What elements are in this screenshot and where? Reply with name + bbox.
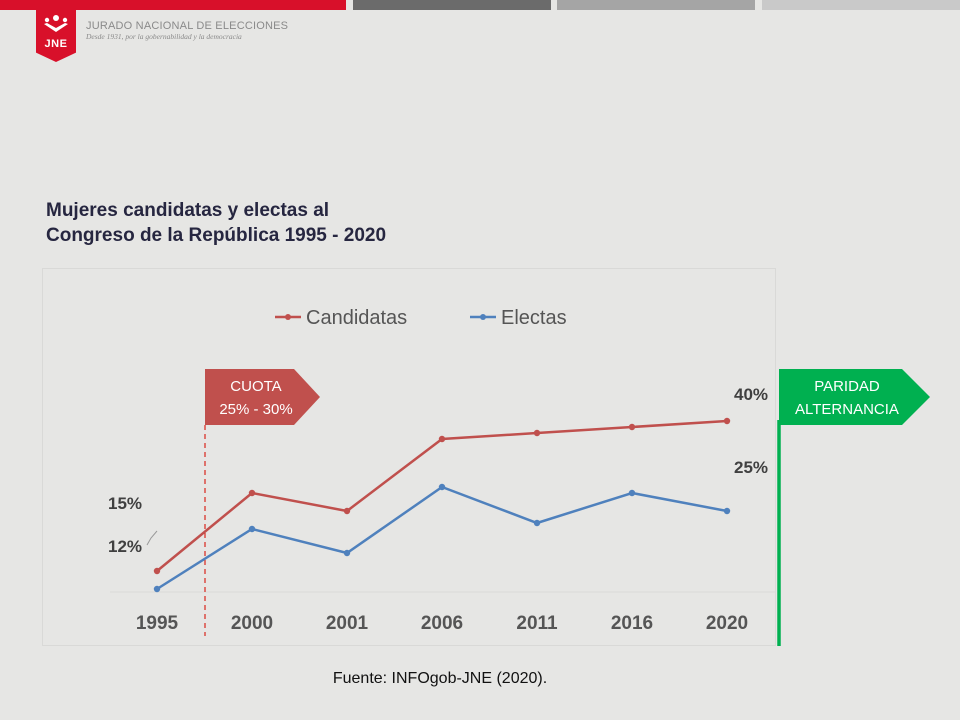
data-point-candidatas-1995 bbox=[153, 567, 161, 575]
data-point-candidatas-2000 bbox=[248, 489, 256, 497]
logo-text: JNE bbox=[44, 38, 68, 50]
header-bar-light-gray bbox=[762, 0, 960, 10]
x-axis-tick-labels: 1995 2000 2001 2006 2011 2016 2020 bbox=[136, 613, 748, 634]
header-bar-red bbox=[0, 0, 346, 10]
candidatas-end-label: 40% bbox=[734, 385, 768, 404]
data-point-candidatas-2011 bbox=[533, 429, 541, 437]
plot-area bbox=[42, 268, 776, 646]
cuota-callout: CUOTA 25% - 30% bbox=[205, 369, 320, 425]
electas-start-label: 12% bbox=[108, 537, 142, 556]
x-tick-label-2006: 2006 bbox=[421, 613, 463, 634]
data-point-electas-2000 bbox=[248, 525, 256, 533]
organization-motto: Desde 1931, por la gobernabilidad y la d… bbox=[86, 32, 242, 41]
chart-title-line-2: Congreso de la República 1995 - 2020 bbox=[46, 225, 387, 246]
data-point-electas-1995 bbox=[153, 585, 161, 593]
people-emblem-icon bbox=[44, 15, 68, 32]
chart-title-line-1: Mujeres candidatas y electas al bbox=[46, 200, 330, 221]
paridad-label-line-2: ALTERNANCIA bbox=[795, 401, 899, 418]
x-tick-label-2020: 2020 bbox=[706, 613, 748, 634]
cuota-callout-shape bbox=[205, 369, 320, 425]
data-point-candidatas-2016 bbox=[628, 423, 636, 431]
paridad-label-line-1: PARIDAD bbox=[814, 378, 880, 395]
electas-start-leader-line bbox=[146, 530, 158, 546]
series-layer bbox=[153, 417, 731, 593]
source-note: Fuente: INFOgob-JNE (2020). bbox=[332, 670, 548, 687]
data-point-electas-2011 bbox=[533, 519, 541, 527]
data-point-electas-2016 bbox=[628, 489, 636, 497]
data-point-electas-2006 bbox=[438, 483, 446, 491]
paridad-callout-shape bbox=[779, 369, 930, 425]
legend-label-candidatas: Candidatas bbox=[306, 307, 407, 329]
x-tick-label-1995: 1995 bbox=[136, 613, 179, 634]
legend-marker-candidatas bbox=[285, 314, 291, 320]
data-point-electas-2001 bbox=[343, 549, 351, 557]
header-bar-gray bbox=[557, 0, 755, 10]
organization-name: JURADO NACIONAL DE ELECCIONES bbox=[86, 20, 289, 32]
data-point-candidatas-2020 bbox=[723, 417, 731, 425]
candidatas-start-label: 15% bbox=[108, 494, 142, 513]
legend-item-electas: Electas bbox=[470, 307, 567, 329]
jne-logo: JNE bbox=[36, 10, 76, 62]
x-tick-label-2001: 2001 bbox=[326, 613, 369, 634]
header-bar-dark-gray bbox=[353, 0, 551, 10]
legend-item-candidatas: Candidatas bbox=[275, 307, 407, 329]
cuota-label-line-2: 25% - 30% bbox=[219, 401, 292, 418]
x-tick-label-2016: 2016 bbox=[611, 613, 653, 634]
chart-title: Mujeres candidatas y electas al Congreso… bbox=[46, 198, 506, 248]
legend: Candidatas Electas bbox=[275, 307, 567, 329]
cuota-label-line-1: CUOTA bbox=[230, 378, 281, 395]
x-tick-label-2011: 2011 bbox=[516, 613, 558, 634]
legend-label-electas: Electas bbox=[501, 307, 567, 329]
data-point-candidatas-2001 bbox=[343, 507, 351, 515]
data-point-electas-2020 bbox=[723, 507, 731, 515]
legend-marker-electas bbox=[480, 314, 486, 320]
x-tick-label-2000: 2000 bbox=[231, 613, 273, 634]
electas-end-label: 25% bbox=[734, 458, 768, 477]
paridad-callout: PARIDAD ALTERNANCIA bbox=[779, 369, 930, 425]
data-point-candidatas-2006 bbox=[438, 435, 446, 443]
